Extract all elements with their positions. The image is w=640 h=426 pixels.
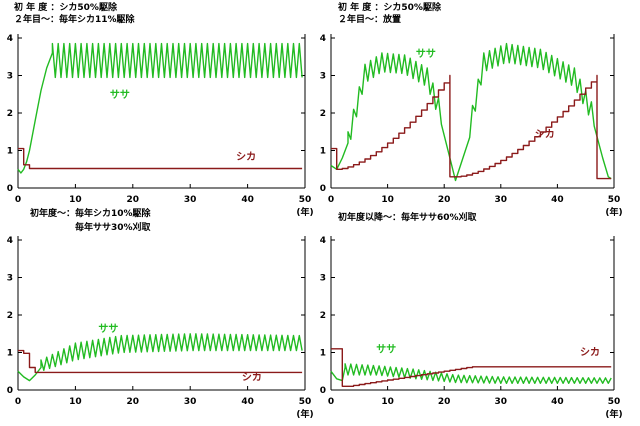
x-unit-label: (年) [605,206,622,218]
y-tick-label: 1 [320,349,326,359]
series-label-shika: シカ [580,347,600,359]
x-tick-label: 30 [184,397,197,407]
y-tick-label: 0 [7,386,13,396]
y-tick-label: 4 [320,34,326,44]
y-tick-label: 2 [7,311,13,321]
y-tick-label: 0 [320,184,326,194]
caption-panel-2-line-2: ２年目～：放置 [338,15,402,25]
y-tick-label: 2 [320,109,326,119]
y-tick-label: 1 [7,349,13,359]
x-tick-label: 50 [299,195,312,205]
y-tick-label: 0 [320,386,326,396]
x-tick-label: 20 [127,195,140,205]
x-tick-label: 40 [551,195,564,205]
y-tick-label: 3 [320,72,326,82]
x-tick-label: 20 [438,397,451,407]
x-tick-label: 20 [438,195,451,205]
series-label-shika: シカ [236,151,256,163]
y-tick-label: 2 [7,109,13,119]
x-tick-label: 10 [69,195,82,205]
caption-panel-1-line-2: ２年目～：毎年シカ11%駆除 [14,15,135,25]
series-line-sasa [17,333,303,382]
y-tick-label: 4 [7,34,13,44]
series-line-shika [331,348,612,387]
series-line-sasa [330,363,612,384]
x-tick-label: 30 [495,195,508,205]
series-line-shika [18,349,303,374]
series-line-shika [18,147,303,170]
x-tick-label: 30 [184,195,197,205]
series-line-shika [331,74,612,180]
y-tick-label: 1 [7,147,13,157]
y-tick-label: 3 [7,72,13,82]
series-label-sasa: ササ [110,89,130,101]
y-tick-label: 3 [7,274,13,284]
series-line-sasa [330,42,612,182]
series-label-shika: シカ [535,128,555,140]
x-tick-label: 20 [127,397,140,407]
caption-panel-3-line-2: 毎年ササ30%刈取 [30,223,151,233]
x-tick-label: 0 [15,397,21,407]
series-label-shika: シカ [242,372,262,384]
x-tick-label: 50 [299,397,312,407]
series-label-sasa: ササ [376,344,396,356]
x-tick-label: 10 [381,195,394,205]
caption-panel-2-line-1: 初 年 度 ：シカ50%駆除 [338,3,441,13]
caption-panel-3-line-1: 初年度～：毎年シカ10%駆除 [30,209,151,219]
y-tick-label: 4 [320,236,326,246]
x-tick-label: 10 [381,397,394,407]
x-unit-label: (年) [296,408,313,420]
y-tick-label: 4 [7,236,13,246]
caption-panel-4-line-1: 初年度以降～：毎年ササ60%刈取 [338,213,477,223]
series-label-sasa: ササ [98,323,118,335]
y-tick-label: 3 [320,274,326,284]
y-tick-label: 2 [320,311,326,321]
series-line-sasa [17,42,303,174]
x-tick-label: 30 [495,397,508,407]
x-tick-label: 40 [241,195,254,205]
y-tick-label: 1 [320,147,326,157]
x-tick-label: 40 [241,397,254,407]
y-tick-label: 0 [7,184,13,194]
x-tick-label: 50 [608,397,621,407]
x-unit-label: (年) [296,206,313,218]
x-tick-label: 0 [328,195,334,205]
x-unit-label: (年) [605,408,622,420]
caption-panel-1-line-1: 初 年 度 ：シカ50%駆除 [14,3,117,13]
x-tick-label: 0 [15,195,21,205]
series-label-sasa: ササ [416,48,436,60]
x-tick-label: 40 [551,397,564,407]
x-tick-label: 0 [328,397,334,407]
x-tick-label: 10 [69,397,82,407]
x-tick-label: 50 [608,195,621,205]
